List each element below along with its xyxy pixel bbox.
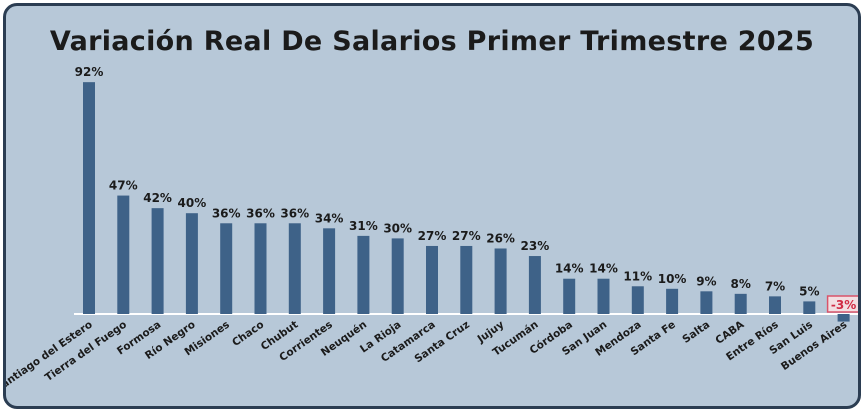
bar-corrientes <box>323 228 336 314</box>
bar-misiones <box>220 223 233 314</box>
bar-santa-cruz <box>460 245 473 314</box>
bar-tucuman <box>528 256 541 314</box>
bar-value-label-cordoba: 14% <box>555 262 584 276</box>
bar-value-label-entre-rios: 7% <box>765 279 785 293</box>
bar-value-label-mendoza: 11% <box>623 269 652 283</box>
chart-frame: Variación Real De Salarios Primer Trimes… <box>3 3 861 409</box>
bar-caba <box>734 293 747 314</box>
bar-value-label-misiones: 36% <box>212 206 241 220</box>
bar-san-luis <box>803 301 816 314</box>
bar-chart: 92% 47% 42% 40% 36% 36% 36% 34% 31% 30% 27% 27% 26% 2… <box>6 65 858 395</box>
bar-tierra-del-fuego <box>117 195 130 314</box>
bar-san-juan <box>597 278 610 314</box>
bar-formosa <box>151 208 164 314</box>
bar-chaco <box>254 223 267 314</box>
bar-value-label-catamarca: 27% <box>418 229 447 243</box>
bar-value-label-san-luis: 5% <box>799 284 819 298</box>
bar-value-label-la-rioja: 30% <box>383 221 412 235</box>
bar-la-rioja <box>391 238 404 314</box>
bar-value-label-santa-fe: 10% <box>658 272 687 286</box>
bar-value-label-caba: 8% <box>731 277 751 291</box>
bar-value-label-tierra-del-fuego: 47% <box>109 179 138 193</box>
bar-buenos-aires <box>837 314 850 322</box>
bar-value-label-neuquen: 31% <box>349 219 378 233</box>
bar-value-label-san-juan: 14% <box>589 262 618 276</box>
bar-value-label-santa-cruz: 27% <box>452 229 481 243</box>
bar-value-label-santiago-del-estero: 92% <box>75 65 104 79</box>
chart-title: Variación Real De Salarios Primer Trimes… <box>49 26 815 57</box>
bar-value-label-buenos-aires: -3% <box>831 298 856 312</box>
bar-value-label-corrientes: 34% <box>315 211 344 225</box>
bar-santa-fe <box>666 288 679 314</box>
bar-value-label-chaco: 36% <box>246 206 275 220</box>
bar-value-label-rio-negro: 40% <box>178 196 207 210</box>
bar-chubut <box>288 223 301 314</box>
bar-jujuy <box>494 248 507 314</box>
bar-value-label-tucuman: 23% <box>521 239 550 253</box>
bar-neuquen <box>357 235 370 314</box>
bar-value-label-salta: 9% <box>696 274 716 288</box>
bar-catamarca <box>426 245 438 314</box>
bar-santiago-del-estero <box>83 82 95 314</box>
bar-rio-negro <box>185 213 198 314</box>
bar-value-label-jujuy: 26% <box>486 231 515 245</box>
negative-value-highlight <box>826 295 858 313</box>
x-tick-label-salta: Salta <box>680 319 712 346</box>
bar-cordoba <box>563 278 576 314</box>
bar-salta <box>700 291 713 314</box>
bar-value-label-formosa: 42% <box>143 191 172 205</box>
bar-entre-rios <box>769 296 781 314</box>
bar-value-label-chubut: 36% <box>280 206 309 220</box>
bar-mendoza <box>631 286 644 314</box>
